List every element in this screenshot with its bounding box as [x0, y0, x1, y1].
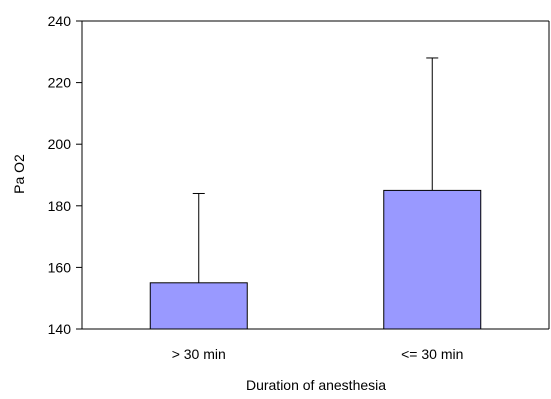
bar: [149, 282, 248, 330]
x-tick-label: <= 30 min: [401, 346, 463, 362]
y-tick-label: 180: [48, 198, 72, 214]
y-tick-label: 220: [48, 75, 72, 91]
plot-area: 140 160 180 200 220 240 > 30 min <= 30 min: [48, 13, 550, 362]
bar: [383, 189, 482, 330]
x-axis-label: Duration of anesthesia: [246, 377, 386, 393]
y-tick-label: 240: [48, 13, 72, 29]
y-tick-label: 140: [48, 321, 72, 337]
y-tick-label: 200: [48, 136, 72, 152]
y-tick-label: 160: [48, 259, 72, 275]
x-tick-label: > 30 min: [172, 346, 226, 362]
y-axis-label: Pa O2: [11, 154, 27, 194]
